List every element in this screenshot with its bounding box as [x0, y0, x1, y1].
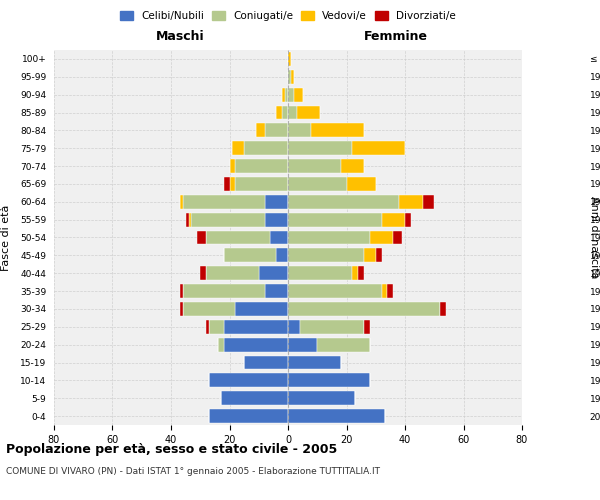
Bar: [288, 88, 294, 102]
Bar: [288, 338, 317, 351]
Bar: [221, 391, 288, 405]
Bar: [388, 284, 394, 298]
Bar: [265, 284, 288, 298]
Bar: [183, 195, 265, 209]
Bar: [229, 159, 235, 173]
Text: Popolazione per età, sesso e stato civile - 2005: Popolazione per età, sesso e stato civil…: [6, 442, 337, 456]
Text: Anni di nascita: Anni di nascita: [589, 196, 599, 279]
Bar: [180, 284, 182, 298]
Bar: [288, 195, 399, 209]
Bar: [288, 177, 347, 191]
Text: COMUNE DI VIVARO (PN) - Dati ISTAT 1° gennaio 2005 - Elaborazione TUTTITALIA.IT: COMUNE DI VIVARO (PN) - Dati ISTAT 1° ge…: [6, 468, 380, 476]
Bar: [288, 248, 364, 262]
Bar: [288, 141, 352, 155]
Bar: [276, 106, 282, 120]
Bar: [209, 320, 224, 334]
Bar: [256, 124, 265, 138]
Bar: [317, 338, 370, 351]
Bar: [218, 338, 224, 351]
Bar: [288, 409, 385, 423]
Bar: [209, 409, 288, 423]
Bar: [259, 266, 288, 280]
Bar: [235, 159, 288, 173]
Bar: [358, 266, 364, 280]
Bar: [229, 177, 235, 191]
Bar: [394, 230, 402, 244]
Bar: [224, 177, 229, 191]
Text: Femmine: Femmine: [364, 30, 428, 43]
Bar: [382, 212, 405, 226]
Bar: [180, 302, 182, 316]
Bar: [399, 195, 422, 209]
Bar: [206, 230, 271, 244]
Bar: [265, 212, 288, 226]
Bar: [265, 124, 288, 138]
Bar: [288, 124, 311, 138]
Bar: [364, 248, 376, 262]
Bar: [224, 248, 277, 262]
Bar: [209, 374, 288, 388]
Bar: [191, 212, 265, 226]
Bar: [288, 284, 382, 298]
Bar: [341, 159, 364, 173]
Bar: [311, 124, 364, 138]
Text: Maschi: Maschi: [156, 30, 205, 43]
Bar: [382, 284, 388, 298]
Bar: [232, 141, 244, 155]
Bar: [288, 266, 352, 280]
Legend: Celibi/Nubili, Coniugati/e, Vedovi/e, Divorziati/e: Celibi/Nubili, Coniugati/e, Vedovi/e, Di…: [116, 6, 460, 25]
Bar: [244, 356, 288, 370]
Bar: [297, 106, 320, 120]
Bar: [288, 356, 341, 370]
Bar: [288, 70, 291, 84]
Bar: [347, 177, 376, 191]
Bar: [206, 266, 259, 280]
Bar: [288, 159, 341, 173]
Bar: [288, 391, 355, 405]
Bar: [352, 266, 358, 280]
Bar: [422, 195, 434, 209]
Bar: [288, 374, 370, 388]
Bar: [288, 52, 291, 66]
Bar: [288, 230, 370, 244]
Bar: [291, 70, 294, 84]
Text: Fasce di età: Fasce di età: [1, 204, 11, 270]
Bar: [271, 230, 288, 244]
Bar: [288, 302, 440, 316]
Bar: [235, 302, 288, 316]
Bar: [300, 320, 364, 334]
Bar: [185, 212, 188, 226]
Bar: [182, 302, 235, 316]
Bar: [370, 230, 394, 244]
Bar: [285, 88, 288, 102]
Bar: [224, 338, 288, 351]
Bar: [288, 212, 382, 226]
Bar: [183, 284, 265, 298]
Bar: [188, 212, 191, 226]
Bar: [197, 230, 206, 244]
Bar: [277, 248, 288, 262]
Bar: [376, 248, 382, 262]
Bar: [288, 106, 297, 120]
Bar: [405, 212, 411, 226]
Bar: [282, 106, 288, 120]
Bar: [224, 320, 288, 334]
Bar: [206, 320, 209, 334]
Bar: [235, 177, 288, 191]
Bar: [440, 302, 446, 316]
Bar: [294, 88, 302, 102]
Bar: [265, 195, 288, 209]
Bar: [282, 88, 285, 102]
Bar: [180, 195, 182, 209]
Bar: [364, 320, 370, 334]
Bar: [352, 141, 405, 155]
Bar: [244, 141, 288, 155]
Bar: [288, 320, 300, 334]
Bar: [200, 266, 206, 280]
